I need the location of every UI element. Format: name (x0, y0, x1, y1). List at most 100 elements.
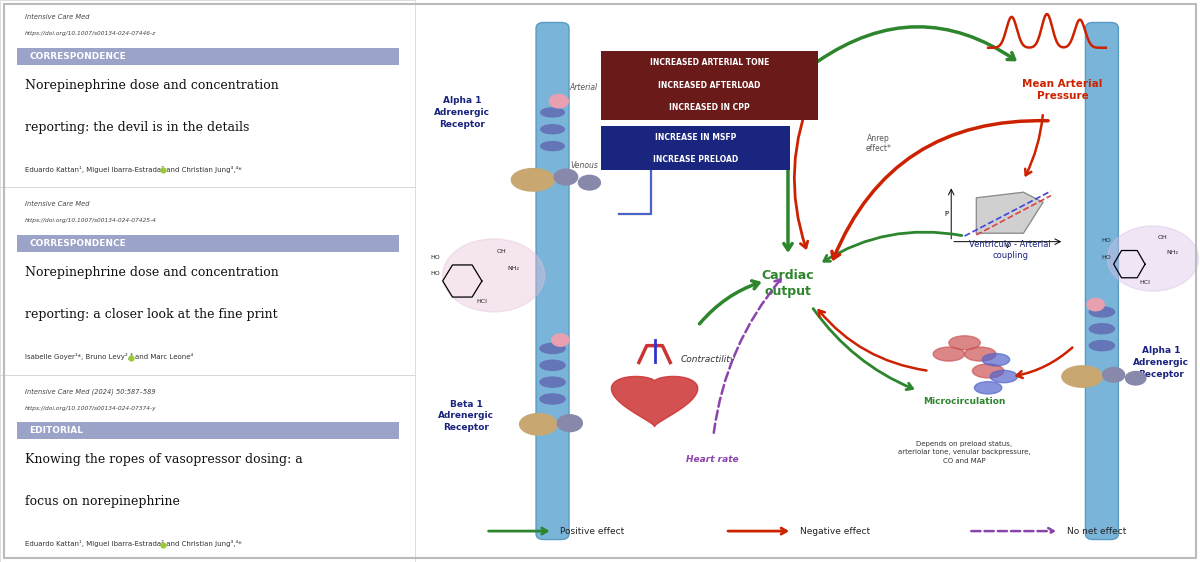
Ellipse shape (520, 414, 557, 435)
Ellipse shape (541, 142, 564, 151)
Text: HO: HO (1100, 238, 1111, 243)
Text: Intensive Care Med: Intensive Care Med (25, 201, 90, 207)
FancyBboxPatch shape (601, 74, 818, 97)
Text: Norepinephrine dose and concentration: Norepinephrine dose and concentration (25, 266, 278, 279)
Text: INCREASE PRELOAD: INCREASE PRELOAD (653, 155, 738, 164)
Text: γ: γ (1134, 375, 1138, 381)
Ellipse shape (554, 169, 577, 185)
FancyBboxPatch shape (1086, 22, 1118, 540)
FancyBboxPatch shape (17, 48, 398, 65)
Ellipse shape (540, 360, 565, 370)
FancyBboxPatch shape (0, 375, 415, 562)
FancyBboxPatch shape (17, 423, 398, 439)
Text: P: P (944, 211, 948, 216)
Text: V: V (1006, 243, 1010, 249)
Ellipse shape (1090, 307, 1115, 317)
Text: Negative effect: Negative effect (799, 527, 870, 536)
Text: reporting: the devil is in the details: reporting: the devil is in the details (25, 121, 250, 134)
Text: Anrep
effect*: Anrep effect* (865, 134, 892, 153)
Text: Alpha 1
Adrenergic
Receptor: Alpha 1 Adrenergic Receptor (1133, 346, 1189, 379)
Text: Intensive Care Med: Intensive Care Med (25, 14, 90, 20)
Text: β: β (564, 174, 568, 180)
FancyBboxPatch shape (601, 96, 818, 120)
Text: Isabelle Goyer¹*, Bruno Levy²,³ and Marc Leone⁴: Isabelle Goyer¹*, Bruno Levy²,³ and Marc… (25, 353, 193, 360)
Text: https://doi.org/10.1007/s00134-024-07425-4: https://doi.org/10.1007/s00134-024-07425… (25, 218, 157, 223)
Text: Contractility: Contractility (680, 355, 736, 364)
Ellipse shape (1090, 341, 1115, 351)
Ellipse shape (934, 347, 965, 361)
Ellipse shape (974, 382, 1002, 394)
Ellipse shape (949, 336, 980, 350)
Text: Ventriculo - Arterial
coupling: Ventriculo - Arterial coupling (970, 240, 1051, 260)
Text: Norepinephrine dose and concentration: Norepinephrine dose and concentration (25, 79, 278, 92)
Circle shape (1087, 298, 1104, 311)
Circle shape (1108, 226, 1199, 291)
FancyBboxPatch shape (536, 22, 569, 540)
Text: Knowing the ropes of vasopressor dosing: a: Knowing the ropes of vasopressor dosing:… (25, 454, 302, 466)
FancyBboxPatch shape (0, 0, 415, 187)
Ellipse shape (1062, 366, 1103, 387)
Text: Intensive Care Med (2024) 50:587–589: Intensive Care Med (2024) 50:587–589 (25, 389, 156, 395)
Ellipse shape (983, 353, 1009, 366)
Text: Beta 1
Adrenergic
Receptor: Beta 1 Adrenergic Receptor (438, 400, 494, 432)
Text: INCREASED AFTERLOAD: INCREASED AFTERLOAD (659, 81, 761, 90)
Text: INCREASED IN CPP: INCREASED IN CPP (670, 103, 750, 112)
Text: NH₂: NH₂ (1166, 250, 1178, 255)
Ellipse shape (540, 394, 565, 404)
Text: Heart rate: Heart rate (686, 455, 738, 464)
Text: HO: HO (430, 255, 439, 260)
FancyBboxPatch shape (17, 235, 398, 252)
Text: INCREASE IN MSFP: INCREASE IN MSFP (655, 133, 737, 142)
Text: No net effect: No net effect (1067, 527, 1126, 536)
Text: HCl: HCl (1140, 280, 1151, 285)
Text: NH₂: NH₂ (508, 266, 520, 271)
Text: Eduardo Kattan¹, Miguel Ibarra-Estrada² and Christian Jung³,⁴*: Eduardo Kattan¹, Miguel Ibarra-Estrada² … (25, 166, 241, 173)
Text: γ: γ (587, 180, 592, 185)
Ellipse shape (540, 377, 565, 387)
Text: reporting: a closer look at the fine print: reporting: a closer look at the fine pri… (25, 308, 277, 321)
Text: Depends on preload status,
arteriolar tone, venular backpressure,
CO and MAP: Depends on preload status, arteriolar to… (899, 441, 1031, 464)
FancyBboxPatch shape (0, 187, 415, 375)
Text: Venous: Venous (570, 161, 598, 170)
Text: Arterial: Arterial (570, 83, 598, 92)
Text: Cardiac
output: Cardiac output (762, 269, 815, 298)
Text: CORRESPONDENCE: CORRESPONDENCE (29, 52, 126, 61)
Text: OH: OH (497, 249, 506, 254)
Ellipse shape (972, 364, 1004, 378)
Circle shape (552, 334, 569, 346)
Ellipse shape (1090, 324, 1115, 334)
Ellipse shape (541, 125, 564, 134)
Text: HCl: HCl (476, 300, 487, 305)
FancyBboxPatch shape (601, 126, 791, 149)
Text: INCREASED ARTERIAL TONE: INCREASED ARTERIAL TONE (650, 58, 769, 67)
Ellipse shape (511, 169, 554, 191)
Text: Eduardo Kattan¹, Miguel Ibarra-Estrada² and Christian Jung³,⁴*: Eduardo Kattan¹, Miguel Ibarra-Estrada² … (25, 541, 241, 547)
Text: HO: HO (430, 271, 439, 277)
Text: Gqa: Gqa (1074, 374, 1090, 379)
FancyBboxPatch shape (601, 148, 791, 170)
Text: Positive effect: Positive effect (560, 527, 625, 536)
Text: CORRESPONDENCE: CORRESPONDENCE (29, 239, 126, 248)
Text: https://doi.org/10.1007/s00134-024-07374-y: https://doi.org/10.1007/s00134-024-07374… (25, 406, 156, 411)
Ellipse shape (965, 347, 996, 361)
Text: Microcirculation: Microcirculation (923, 397, 1006, 406)
Ellipse shape (990, 370, 1018, 383)
Ellipse shape (1103, 368, 1124, 382)
Polygon shape (977, 192, 1043, 233)
Text: β: β (1111, 372, 1116, 378)
FancyBboxPatch shape (601, 51, 818, 75)
Text: HO: HO (1100, 255, 1111, 260)
Text: Mean Arterial
Pressure: Mean Arterial Pressure (1022, 79, 1103, 101)
Ellipse shape (1126, 371, 1146, 385)
Text: https://doi.org/10.1007/s00134-024-07446-z: https://doi.org/10.1007/s00134-024-07446… (25, 31, 156, 36)
Ellipse shape (541, 108, 564, 117)
Text: focus on norepinephrine: focus on norepinephrine (25, 496, 180, 509)
Ellipse shape (540, 343, 565, 353)
Text: EDITORIAL: EDITORIAL (29, 427, 83, 436)
Text: Gqa: Gqa (526, 177, 541, 183)
Text: β/γ: β/γ (565, 421, 575, 425)
Circle shape (550, 94, 569, 108)
Ellipse shape (578, 175, 600, 190)
Ellipse shape (557, 415, 582, 432)
Circle shape (443, 239, 545, 312)
